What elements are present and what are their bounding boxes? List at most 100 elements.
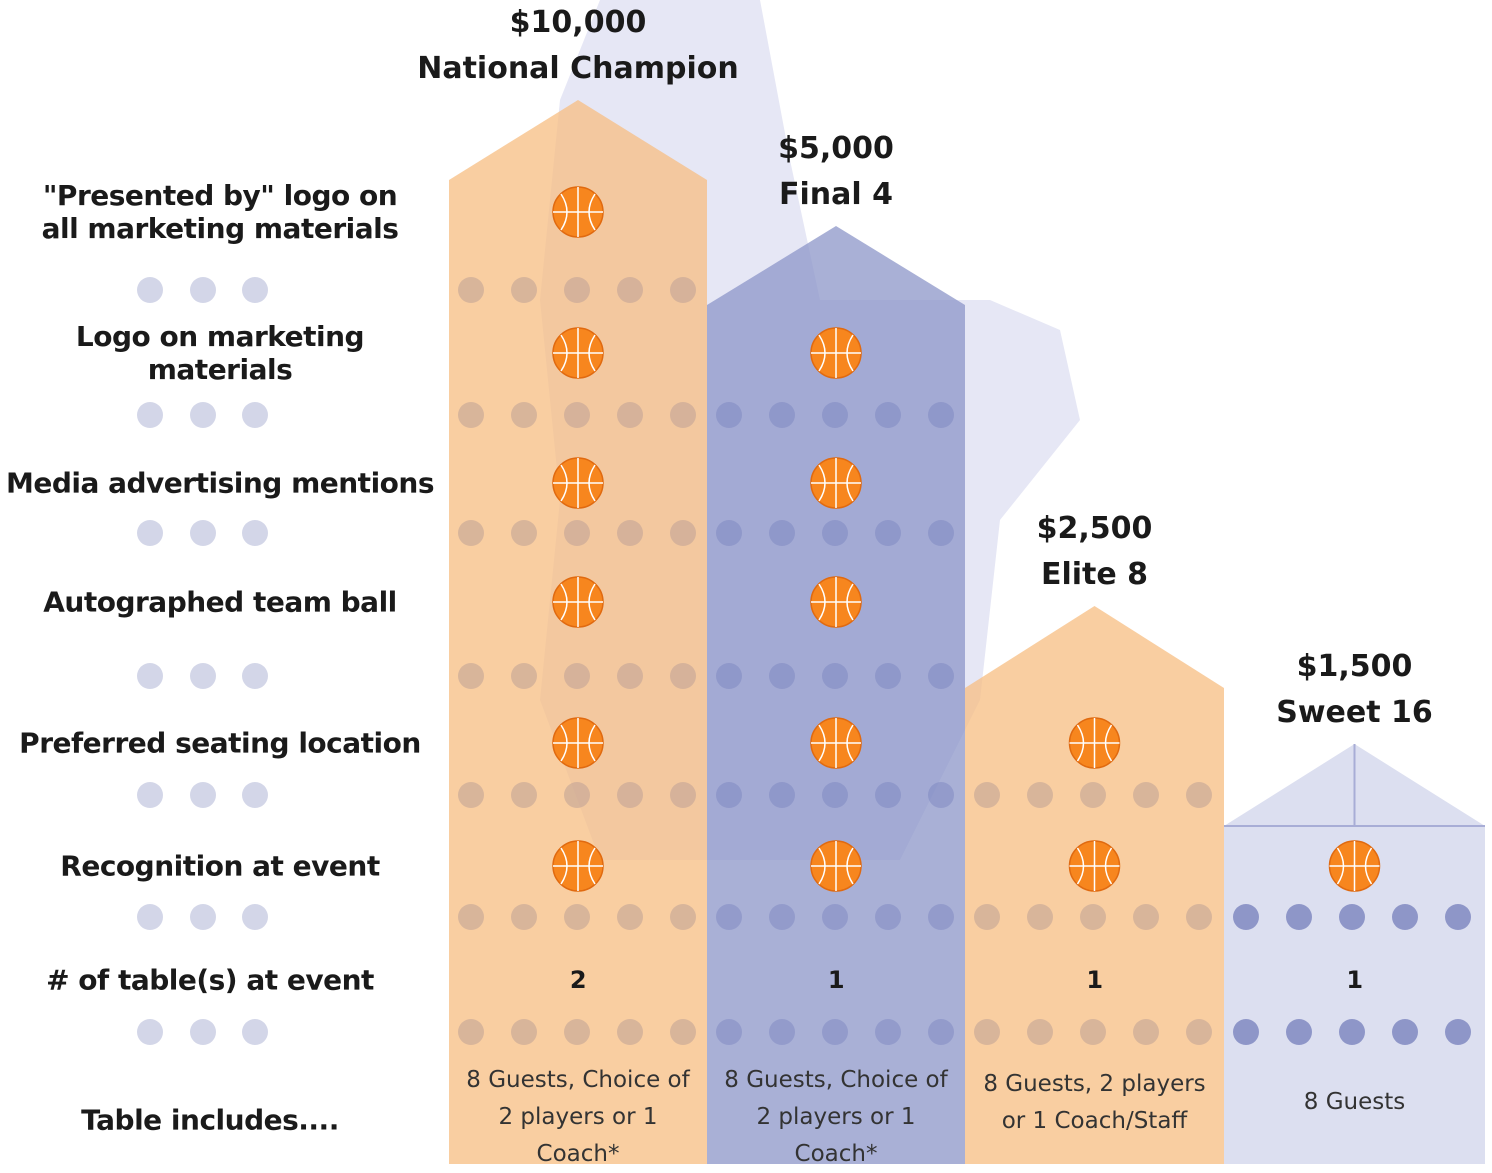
basketball-icon (1330, 841, 1380, 891)
dot (822, 402, 848, 428)
dot (617, 663, 643, 689)
tier-name: Elite 8 (925, 552, 1265, 598)
dot (617, 904, 643, 930)
dot (1186, 904, 1212, 930)
dot (875, 402, 901, 428)
basketball-icon (811, 328, 861, 378)
dot (670, 904, 696, 930)
dot (1233, 904, 1259, 930)
tier-price: $5,000 (666, 126, 1006, 172)
dot (511, 1019, 537, 1045)
dot (190, 782, 216, 808)
dot (1445, 904, 1471, 930)
dot (137, 277, 163, 303)
table-count: 1 (707, 966, 965, 994)
feature-label: Logo on marketing materials (0, 320, 440, 386)
tier-price: $1,500 (1185, 644, 1492, 690)
ball-seam (811, 458, 861, 508)
dot (617, 277, 643, 303)
tier-name: Sweet 16 (1185, 690, 1492, 736)
dot (974, 1019, 1000, 1045)
dot (137, 1019, 163, 1045)
ball-seam (553, 187, 603, 237)
dot (137, 402, 163, 428)
basketball-icon (811, 577, 861, 627)
basketball-icon (553, 841, 603, 891)
ball-seam (553, 841, 603, 891)
dot (1445, 1019, 1471, 1045)
ball-seam (553, 577, 603, 627)
feature-label: Recognition at event (0, 850, 440, 883)
dot (1392, 904, 1418, 930)
table-includes: 8 Guests, Choice of 2 players or 1 Coach… (459, 1062, 697, 1173)
tier-name: Final 4 (666, 172, 1006, 218)
dot (1080, 904, 1106, 930)
ball-seam (811, 577, 861, 627)
basketball-icon (553, 328, 603, 378)
dot (564, 904, 590, 930)
feature-label: Autographed team ball (0, 586, 440, 619)
dot (769, 904, 795, 930)
dot (511, 904, 537, 930)
dot (822, 520, 848, 546)
table-includes: 8 Guests (1234, 1084, 1475, 1121)
dot (458, 402, 484, 428)
basketball-icon (811, 841, 861, 891)
ball-seam (811, 328, 861, 378)
dot (1080, 782, 1106, 808)
dot (1186, 1019, 1212, 1045)
basketball-icon (1070, 841, 1120, 891)
ball-seam (553, 458, 603, 508)
dot (617, 520, 643, 546)
tier-price: $10,000 (408, 0, 748, 46)
dot (974, 782, 1000, 808)
dot (822, 663, 848, 689)
dot (670, 402, 696, 428)
feature-label: # of table(s) at event (0, 964, 420, 997)
dot (617, 782, 643, 808)
dot (564, 402, 590, 428)
dot (564, 520, 590, 546)
dot (670, 277, 696, 303)
dot (190, 520, 216, 546)
dot (716, 782, 742, 808)
dot (716, 402, 742, 428)
ball-seam (811, 718, 861, 768)
dot (511, 782, 537, 808)
feature-label: "Presented by" logo on all marketing mat… (40, 179, 400, 245)
dot (1133, 1019, 1159, 1045)
dot (242, 402, 268, 428)
dot (1027, 904, 1053, 930)
feature-label: Preferred seating location (0, 727, 440, 760)
dot (1286, 1019, 1312, 1045)
dot (242, 277, 268, 303)
tier-name: National Champion (408, 46, 748, 92)
basketball-icon (553, 187, 603, 237)
table-count: 1 (1224, 966, 1485, 994)
dot (458, 663, 484, 689)
dot (190, 1019, 216, 1045)
dot (769, 520, 795, 546)
basketball-icon (811, 458, 861, 508)
table-count: 1 (965, 966, 1224, 994)
dot (875, 1019, 901, 1045)
dot (875, 782, 901, 808)
dot (190, 402, 216, 428)
dot (769, 663, 795, 689)
dot (458, 904, 484, 930)
dot (875, 520, 901, 546)
tier-price: $2,500 (925, 506, 1265, 552)
dot (564, 277, 590, 303)
dot (190, 904, 216, 930)
dot (1027, 782, 1053, 808)
ball-seam (553, 328, 603, 378)
ball-seam (1070, 841, 1120, 891)
dot (670, 782, 696, 808)
dot (190, 277, 216, 303)
dot (617, 1019, 643, 1045)
dot (822, 904, 848, 930)
dot (769, 402, 795, 428)
